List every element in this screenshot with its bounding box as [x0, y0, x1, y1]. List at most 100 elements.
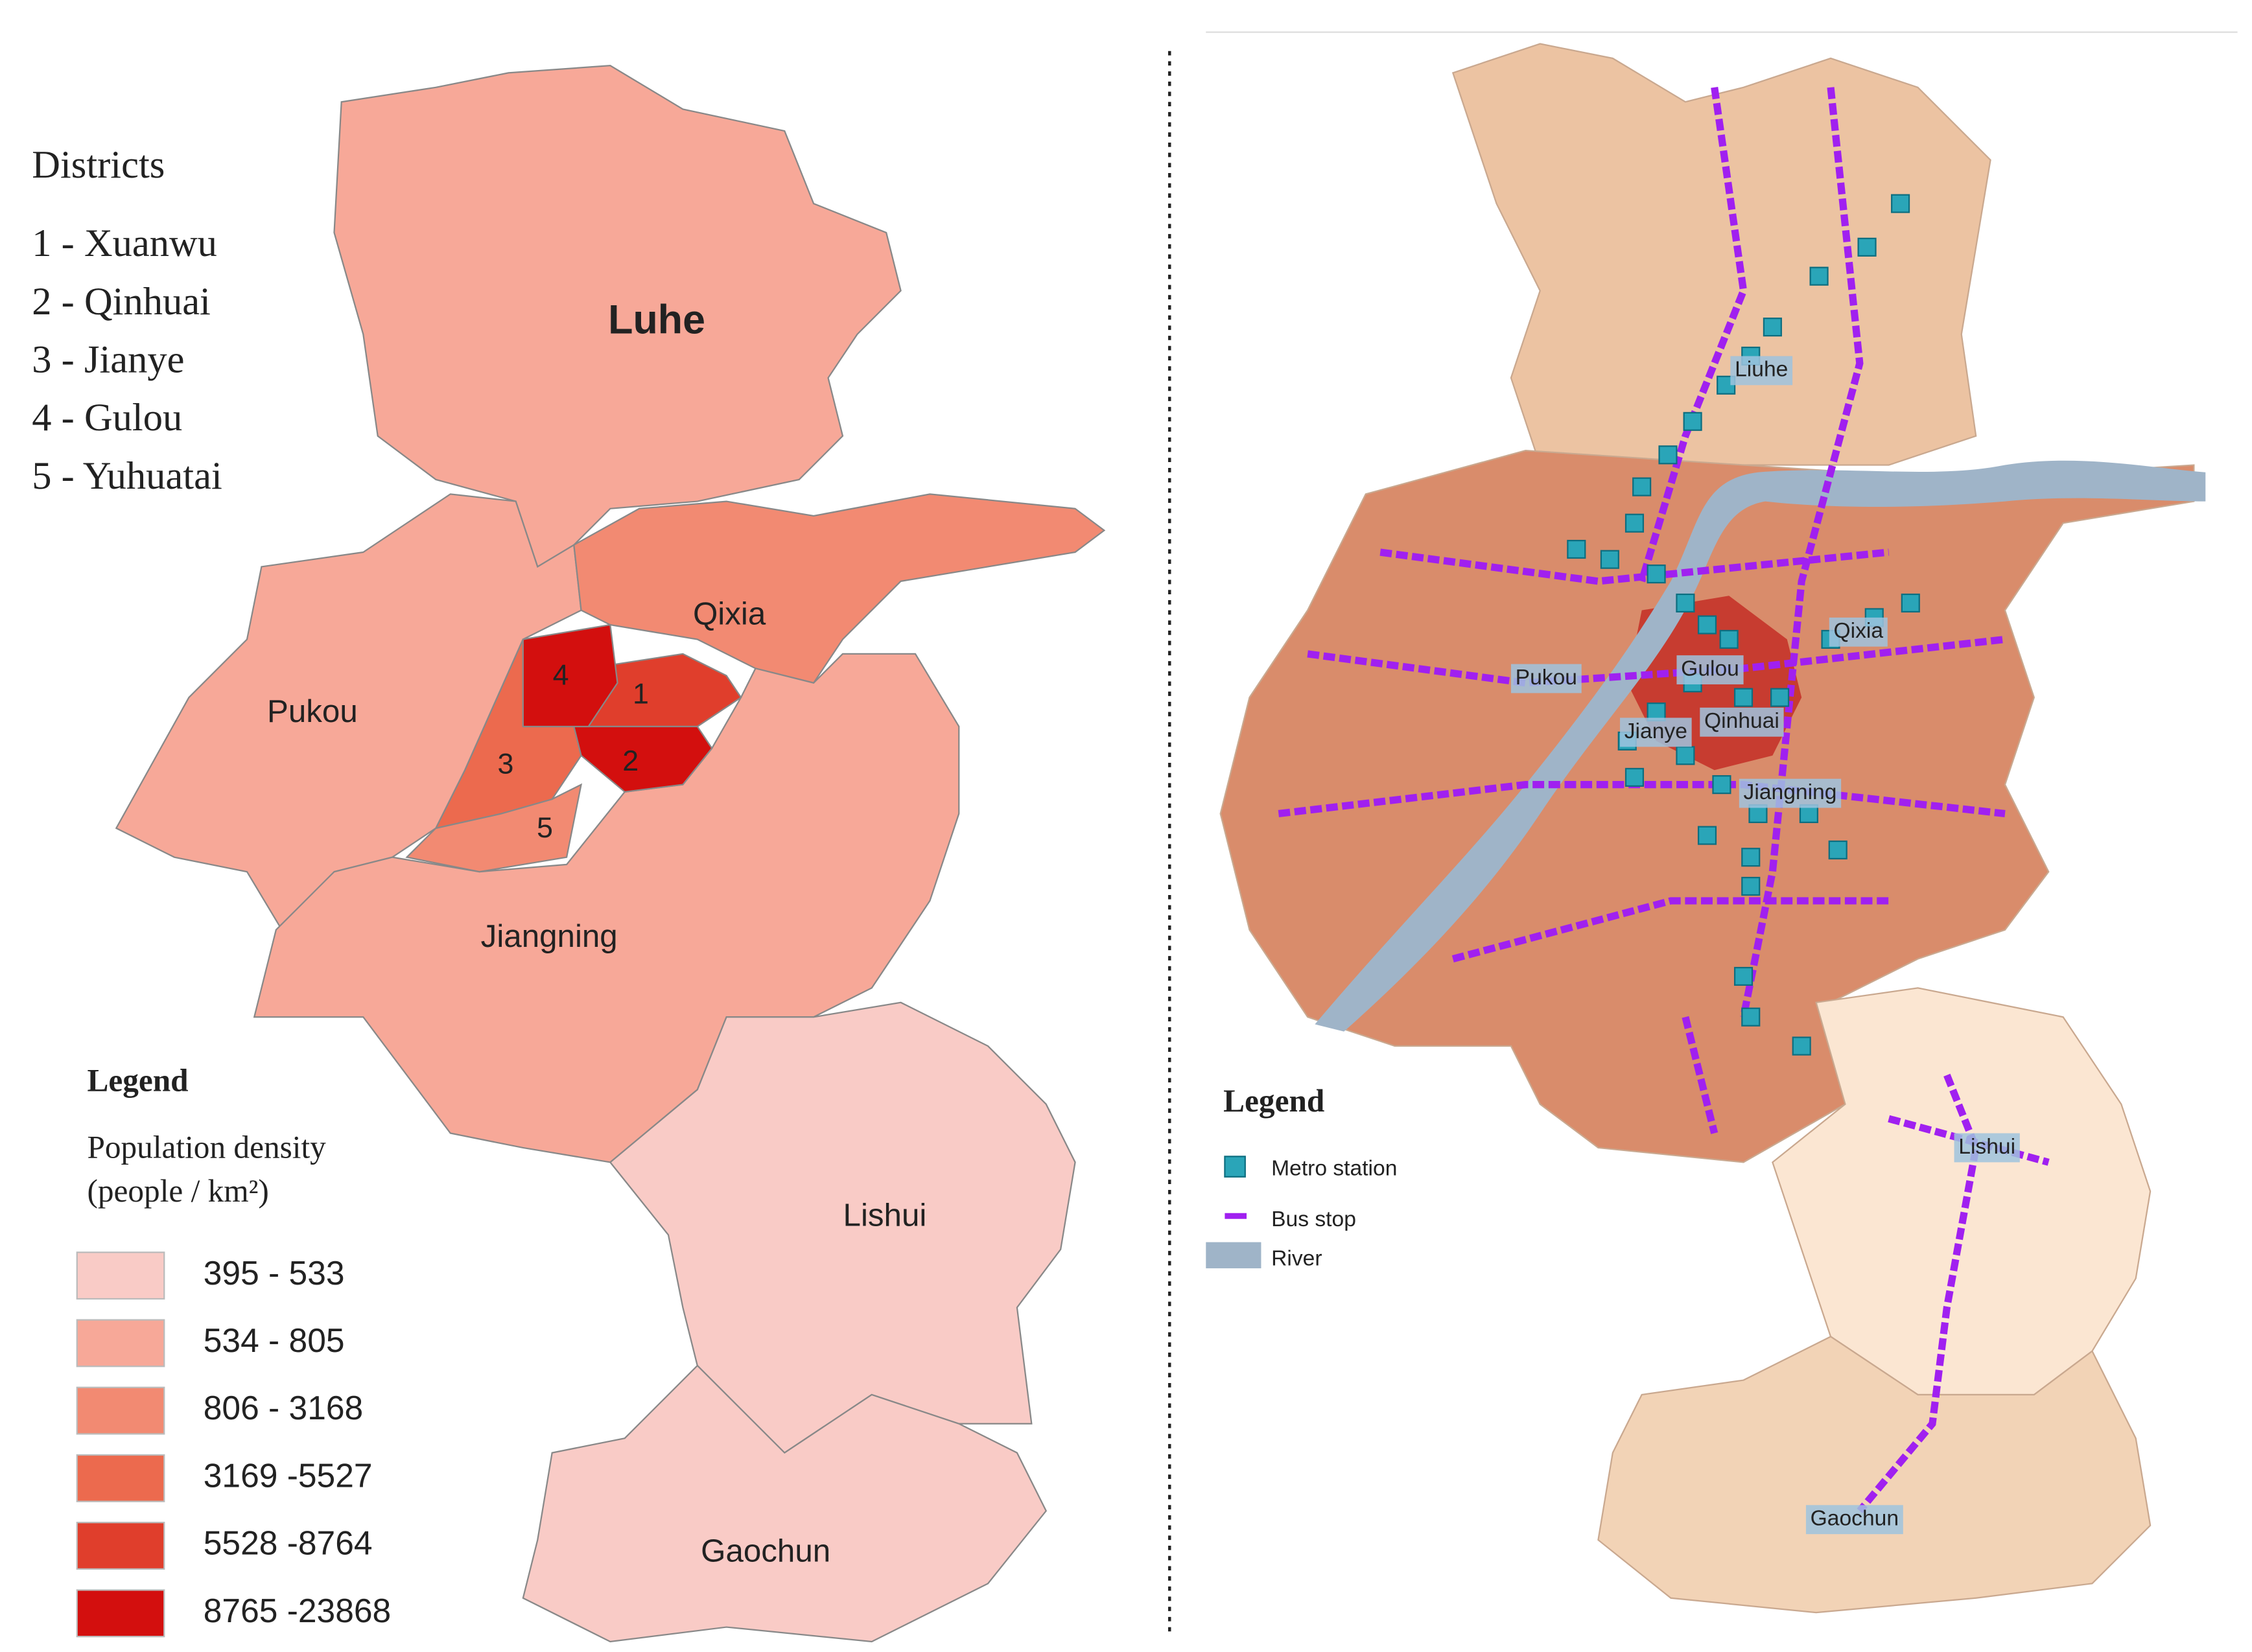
district-number: 2	[622, 745, 639, 777]
metro-station	[1770, 688, 1790, 707]
metro-station	[1741, 1007, 1761, 1027]
left-map-labels: Luhe Qixia Pukou Jiangning Lishui Gaochu…	[267, 297, 926, 1568]
metro-station	[1567, 539, 1586, 559]
legend-label: Metro station	[1271, 1156, 1397, 1180]
bus-route	[1740, 87, 1864, 1018]
metro-station	[1792, 1036, 1811, 1056]
metro-icon	[1224, 1156, 1246, 1178]
metro-station	[1763, 318, 1782, 337]
district-number: 4	[553, 659, 569, 692]
legend-swatch	[76, 1319, 165, 1367]
district-item: 1 - Xuanwu	[32, 222, 217, 265]
legend-title: Legend	[1223, 1083, 1324, 1119]
region-label: Qixia	[693, 596, 766, 632]
legend-label: 806 - 3168	[204, 1389, 363, 1426]
legend-label: 3169 -5527	[204, 1456, 373, 1494]
bus-route	[1379, 548, 1890, 585]
metro-station	[1809, 266, 1829, 286]
legend-label: Bus stop	[1271, 1207, 1356, 1231]
metro-station	[1901, 593, 1920, 613]
metro-station	[1891, 194, 1910, 213]
region-label: Lishui	[843, 1198, 927, 1233]
metro-station	[1741, 848, 1761, 867]
label-box	[1805, 1505, 1903, 1535]
metro-station	[1683, 412, 1702, 431]
legend-swatch	[76, 1386, 165, 1435]
right-legend: Legend Metro station Bus stop River	[1206, 1083, 1397, 1270]
gaochun-area	[1597, 1336, 2152, 1614]
legend-swatch	[76, 1589, 165, 1638]
metro-station	[1741, 876, 1761, 896]
metro-station	[1857, 237, 1877, 257]
place-label: Liuhe	[1735, 358, 1788, 382]
qixia-region	[573, 493, 1106, 684]
place-label: Gulou	[1681, 657, 1739, 681]
place-label: Pukou	[1516, 666, 1577, 690]
metro-station	[1697, 615, 1717, 634]
metro-station	[1676, 593, 1695, 613]
central-area	[1219, 449, 2195, 1163]
place-label: Qinhuai	[1704, 709, 1779, 733]
label-box	[1510, 664, 1582, 693]
metro-station	[1647, 564, 1666, 584]
gulou-region	[522, 623, 618, 728]
metro-station	[1733, 688, 1754, 707]
district-item: 4 - Gulou	[32, 396, 182, 439]
metro-station	[1697, 826, 1717, 845]
left-map	[115, 65, 1106, 1643]
metro-station	[1624, 767, 1645, 787]
legend-label: 5528 -8764	[204, 1524, 373, 1562]
right-map-labels: Liuhe Pukou Gulou Qixia Jianye Qinhuai Jiangni…	[1510, 356, 2020, 1535]
metro-station	[1658, 445, 1678, 465]
place-label: Jianye	[1624, 719, 1687, 743]
metro-station	[1828, 840, 1847, 860]
metro-station	[1624, 513, 1645, 533]
label-box	[1700, 707, 1784, 737]
label-box	[1954, 1133, 2020, 1163]
legend-label: 8765 -23868	[204, 1592, 391, 1629]
lishui-region	[609, 1001, 1076, 1454]
district-number: 5	[537, 811, 553, 844]
metro-station	[1632, 477, 1652, 496]
luhe-region	[333, 65, 902, 568]
region-label: Luhe	[608, 297, 705, 342]
district-number: 3	[498, 747, 514, 780]
qinhuai-region	[572, 725, 713, 793]
district-number: 1	[633, 678, 649, 710]
districts-title: Districts	[32, 143, 165, 187]
bus-route	[1451, 897, 1889, 962]
river	[1315, 460, 2206, 1032]
legend-subtitle: Population density	[87, 1130, 326, 1165]
legend-swatch	[76, 1251, 165, 1300]
jiangning-region	[253, 653, 960, 1163]
metro-station	[1676, 746, 1695, 765]
gaochun-region	[522, 1364, 1048, 1643]
place-label: Qixia	[1834, 619, 1884, 643]
legend-subtitle: (people / km²)	[87, 1173, 268, 1209]
label-box	[1739, 778, 1842, 808]
region-label: Jiangning	[481, 918, 618, 954]
legend-label: 534 - 805	[204, 1321, 345, 1359]
left-legend: Legend Population density (people / km²)…	[76, 1063, 391, 1638]
label-box	[1730, 356, 1793, 386]
metro-station	[1733, 966, 1754, 986]
metro-station	[1712, 775, 1731, 795]
legend-swatch	[76, 1454, 165, 1502]
metro-station	[1719, 629, 1739, 649]
district-item: 5 - Yuhuatai	[32, 454, 222, 498]
metro-station	[1600, 550, 1619, 569]
label-box	[1676, 655, 1744, 684]
right-map	[1219, 43, 2195, 1614]
place-label: Lishui	[1958, 1135, 2015, 1159]
legend-label: 395 - 533	[204, 1254, 345, 1292]
bus-route	[1682, 1016, 1718, 1134]
place-label: Jiangning	[1744, 780, 1837, 804]
region-label: Gaochun	[701, 1533, 830, 1568]
bus-route	[1307, 635, 2006, 687]
bus-route	[1638, 87, 1748, 583]
district-item: 2 - Qinhuai	[32, 280, 211, 323]
place-label: Gaochun	[1811, 1507, 1899, 1531]
label-box	[1620, 717, 1692, 747]
legend-label: River	[1271, 1246, 1322, 1270]
